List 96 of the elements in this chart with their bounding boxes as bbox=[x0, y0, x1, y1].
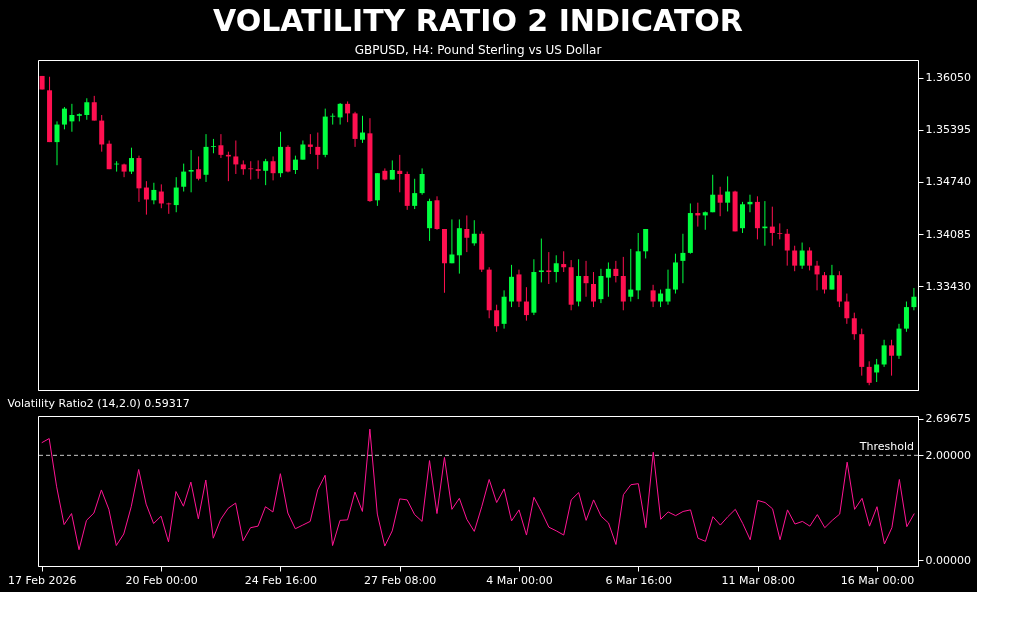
x-tick-label: 6 Mar 16:00 bbox=[605, 573, 673, 587]
candlestick bbox=[702, 210, 708, 231]
candlestick bbox=[889, 339, 895, 377]
candlestick bbox=[188, 149, 194, 193]
candlestick bbox=[263, 158, 269, 186]
candlestick bbox=[844, 293, 850, 325]
candlestick bbox=[851, 312, 857, 341]
candlestick bbox=[248, 160, 254, 181]
candlestick bbox=[792, 245, 798, 272]
y-tick-label: 1.33430 bbox=[925, 279, 971, 293]
candlestick bbox=[740, 201, 746, 234]
candlestick bbox=[196, 155, 202, 181]
candlestick bbox=[412, 178, 418, 210]
y-tick-label: 1.36050 bbox=[925, 71, 971, 85]
candlestick bbox=[717, 186, 723, 217]
x-tick-label: 27 Feb 08:00 bbox=[364, 573, 437, 587]
candlestick bbox=[665, 269, 671, 306]
y-tick-label: 2.00000 bbox=[925, 448, 971, 462]
candlestick bbox=[814, 260, 820, 291]
candlestick bbox=[345, 100, 351, 123]
x-tick-label: 17 Feb 2026 bbox=[7, 573, 77, 587]
y-tick-label: 1.34085 bbox=[925, 227, 971, 241]
candlestick bbox=[449, 218, 455, 264]
candlestick bbox=[613, 260, 619, 283]
candlestick bbox=[389, 159, 395, 181]
candlestick bbox=[181, 163, 187, 193]
y-tick-label: 0.00000 bbox=[925, 553, 971, 567]
x-tick-label: 11 Mar 08:00 bbox=[721, 573, 795, 587]
candlestick bbox=[471, 219, 477, 247]
candlestick bbox=[337, 102, 343, 126]
candlestick bbox=[166, 202, 172, 215]
candlestick bbox=[807, 246, 813, 271]
candlestick bbox=[61, 106, 67, 130]
chart-title: VOLATILITY RATIO 2 INDICATOR bbox=[213, 3, 743, 38]
candlestick bbox=[69, 103, 75, 133]
chart-subtitle: GBPUSD, H4: Pound Sterling vs US Dollar bbox=[354, 43, 602, 57]
candlestick bbox=[129, 147, 135, 175]
y-tick-label: 1.34740 bbox=[925, 175, 971, 189]
candlestick bbox=[255, 159, 261, 180]
candlestick bbox=[397, 154, 403, 193]
candlestick bbox=[84, 97, 90, 121]
candlestick bbox=[523, 286, 529, 322]
ref-line-label: Threshold bbox=[858, 440, 914, 454]
line-series bbox=[41, 428, 915, 551]
candlestick bbox=[591, 271, 596, 308]
candlestick bbox=[143, 180, 149, 216]
candlestick bbox=[903, 301, 909, 333]
candlestick bbox=[464, 214, 470, 253]
candlestick bbox=[799, 242, 805, 270]
candlestick bbox=[866, 360, 872, 386]
candlestick bbox=[777, 222, 783, 240]
chart-title: Volatility Ratio2 (14,2.0) 0.59317 bbox=[7, 396, 190, 410]
candlestick bbox=[419, 167, 425, 196]
candlestick bbox=[315, 132, 321, 170]
candlestick bbox=[829, 264, 835, 291]
candlestick bbox=[725, 175, 731, 212]
candlestick bbox=[210, 138, 216, 154]
candlestick bbox=[158, 183, 164, 209]
x-tick-label: 4 Mar 00:00 bbox=[486, 573, 553, 587]
candlestick bbox=[710, 174, 716, 213]
candlestick bbox=[680, 233, 686, 284]
candlestick bbox=[881, 339, 887, 368]
candlestick bbox=[173, 176, 179, 213]
candlestick bbox=[307, 133, 313, 155]
candlestick bbox=[330, 112, 336, 126]
candlestick bbox=[583, 260, 589, 298]
x-tick-label: 24 Feb 16:00 bbox=[244, 573, 317, 587]
candlestick bbox=[270, 155, 276, 181]
candlestick bbox=[151, 182, 157, 205]
candlestick bbox=[538, 238, 544, 283]
candlestick bbox=[300, 140, 306, 161]
candlestick bbox=[546, 251, 552, 285]
candlestick bbox=[598, 268, 604, 304]
candlestick bbox=[643, 228, 649, 259]
candlestick bbox=[605, 261, 611, 298]
candlestick bbox=[911, 287, 917, 311]
candlestick bbox=[292, 155, 298, 175]
x-tick-label: 20 Feb 00:00 bbox=[125, 573, 198, 587]
y-tick-label: 2.69675 bbox=[925, 412, 971, 426]
candlestick bbox=[494, 304, 500, 333]
y-tick-label: 1.35395 bbox=[925, 123, 971, 137]
candlestick bbox=[99, 114, 105, 153]
candlestick bbox=[233, 140, 239, 175]
candlestick bbox=[91, 95, 97, 122]
candlestick bbox=[360, 115, 365, 144]
candlestick bbox=[628, 248, 634, 303]
candlestick bbox=[650, 284, 656, 308]
candlestick bbox=[54, 120, 60, 166]
candlestick bbox=[561, 250, 567, 273]
candlestick bbox=[218, 133, 224, 159]
x-tick-label: 16 Mar 00:00 bbox=[840, 573, 915, 587]
candlestick bbox=[553, 254, 559, 283]
candlestick bbox=[784, 228, 790, 267]
candlestick bbox=[769, 206, 775, 247]
candlestick bbox=[821, 271, 827, 295]
candlestick bbox=[874, 358, 880, 383]
